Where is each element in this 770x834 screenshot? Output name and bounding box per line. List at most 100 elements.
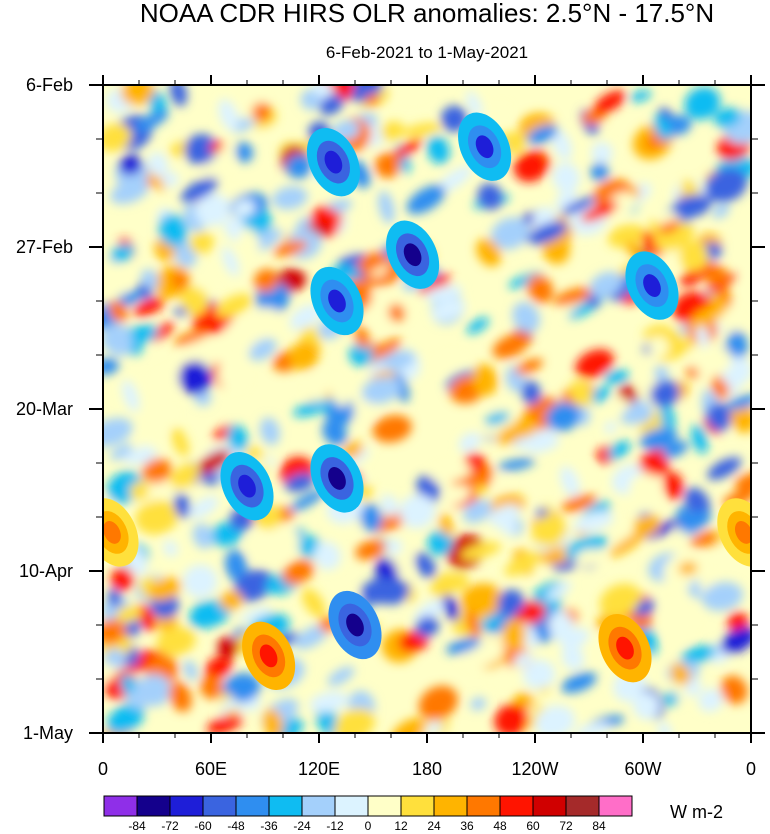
anomaly-cell bbox=[289, 304, 321, 331]
anomaly-cell bbox=[306, 374, 328, 402]
x-tick-label: 60W bbox=[624, 759, 661, 779]
anomaly-cell bbox=[414, 721, 443, 733]
anomaly-cell bbox=[552, 162, 580, 193]
anomaly-cell bbox=[670, 663, 691, 685]
anomaly-cell bbox=[691, 424, 708, 454]
chart-subtitle: 6-Feb-2021 to 1-May-2021 bbox=[326, 43, 528, 62]
anomaly-cell bbox=[110, 443, 133, 461]
anomaly-cell bbox=[443, 485, 471, 505]
anomaly-cell bbox=[344, 242, 357, 254]
anomaly-cell bbox=[706, 402, 732, 432]
anomaly-cell bbox=[103, 417, 133, 447]
anomaly-feature bbox=[259, 644, 278, 668]
anomaly-cell bbox=[424, 285, 463, 302]
anomaly-cell bbox=[581, 201, 619, 222]
anomaly-cell bbox=[727, 611, 749, 632]
anomaly-cell bbox=[262, 526, 300, 560]
colorbar-label: 60 bbox=[526, 819, 540, 833]
colorbar-swatch bbox=[235, 795, 270, 817]
anomaly-cell bbox=[282, 559, 315, 585]
anomaly-cell bbox=[189, 231, 215, 255]
anomaly-cell bbox=[654, 365, 669, 382]
colorbar-label: -84 bbox=[128, 819, 146, 833]
anomaly-cell bbox=[349, 342, 374, 367]
anomaly-cell bbox=[309, 691, 349, 713]
anomaly-cell bbox=[119, 154, 143, 175]
colorbar-swatch bbox=[433, 795, 468, 817]
anomaly-cell bbox=[163, 540, 178, 557]
colorbar-swatch bbox=[334, 795, 369, 817]
anomaly-cell bbox=[545, 402, 581, 432]
anomaly-cell bbox=[497, 511, 517, 536]
anomaly-cell bbox=[638, 448, 665, 469]
anomaly-cell bbox=[414, 552, 436, 578]
anomaly-cell bbox=[628, 473, 662, 504]
anomaly-cell bbox=[182, 564, 218, 598]
anomaly-cell bbox=[427, 530, 453, 556]
anomaly-cell bbox=[400, 85, 429, 102]
anomaly-cell bbox=[599, 583, 641, 618]
anomaly-cell bbox=[327, 666, 355, 686]
anomaly-cell bbox=[663, 471, 684, 500]
anomaly-cell bbox=[479, 615, 502, 630]
anomaly-cell bbox=[180, 286, 209, 316]
anomaly-cell bbox=[625, 240, 641, 257]
anomaly-cell bbox=[561, 494, 597, 512]
anomaly-cell bbox=[413, 598, 448, 624]
anomaly-cell bbox=[200, 675, 224, 699]
anomaly-cell bbox=[217, 636, 239, 658]
anomaly-cell bbox=[648, 335, 669, 358]
x-tick-label: 0 bbox=[746, 759, 756, 779]
colorbar-swatch bbox=[400, 795, 435, 817]
anomaly-feature bbox=[734, 521, 751, 544]
anomaly-cell bbox=[526, 124, 558, 145]
anomaly-cell bbox=[515, 358, 543, 375]
colorbar-label: 0 bbox=[365, 819, 372, 833]
anomaly-cell bbox=[378, 190, 395, 224]
anomaly-cell bbox=[133, 297, 165, 317]
anomaly-cell bbox=[662, 441, 689, 459]
anomaly-cell bbox=[103, 664, 117, 681]
anomaly-cell bbox=[235, 141, 254, 163]
anomaly-feature bbox=[616, 636, 634, 660]
anomaly-cell bbox=[111, 267, 127, 299]
anomaly-cell bbox=[121, 85, 155, 106]
anomaly-cell bbox=[493, 474, 508, 490]
anomaly-cell bbox=[465, 610, 481, 638]
anomaly-cell bbox=[528, 437, 560, 453]
anomaly-cell bbox=[204, 655, 233, 680]
anomaly-cell bbox=[295, 533, 316, 558]
anomaly-cell bbox=[361, 376, 402, 404]
anomaly-cell bbox=[620, 404, 653, 425]
anomaly-cell bbox=[603, 369, 630, 385]
anomaly-cell bbox=[466, 317, 489, 334]
anomaly-cell bbox=[707, 456, 742, 480]
anomaly-cell bbox=[241, 307, 281, 338]
anomaly-cell bbox=[247, 536, 268, 563]
anomaly-cell bbox=[604, 421, 617, 433]
anomaly-cell bbox=[684, 86, 721, 120]
colorbar-label: -48 bbox=[227, 819, 245, 833]
anomaly-feature bbox=[328, 467, 346, 490]
anomaly-cell bbox=[195, 193, 231, 227]
anomaly-cell bbox=[643, 519, 682, 539]
axis-ticks: 0 60E 120E 180 120W 60W 0 6-Feb 27-Feb 20-Mar 10-A… bbox=[16, 75, 765, 779]
anomaly-cell bbox=[227, 424, 248, 452]
anomaly-feature bbox=[238, 474, 256, 498]
anomaly-cell bbox=[129, 482, 150, 501]
anomaly-cell bbox=[184, 133, 218, 165]
anomaly-cell bbox=[122, 380, 140, 412]
anomaly-cell bbox=[148, 152, 168, 178]
anomaly-cell bbox=[215, 293, 253, 318]
anomaly-cell bbox=[390, 138, 423, 162]
anomaly-cell bbox=[222, 673, 261, 703]
anomaly-cell bbox=[192, 523, 214, 549]
anomaly-cell bbox=[381, 494, 399, 517]
anomaly-cell bbox=[694, 345, 732, 377]
anomaly-cell bbox=[293, 399, 333, 417]
anomaly-cell bbox=[591, 142, 613, 164]
anomaly-cell bbox=[385, 539, 403, 555]
anomaly-cell bbox=[149, 405, 176, 427]
anomaly-feature bbox=[103, 521, 121, 544]
anomaly-cell bbox=[672, 194, 712, 218]
